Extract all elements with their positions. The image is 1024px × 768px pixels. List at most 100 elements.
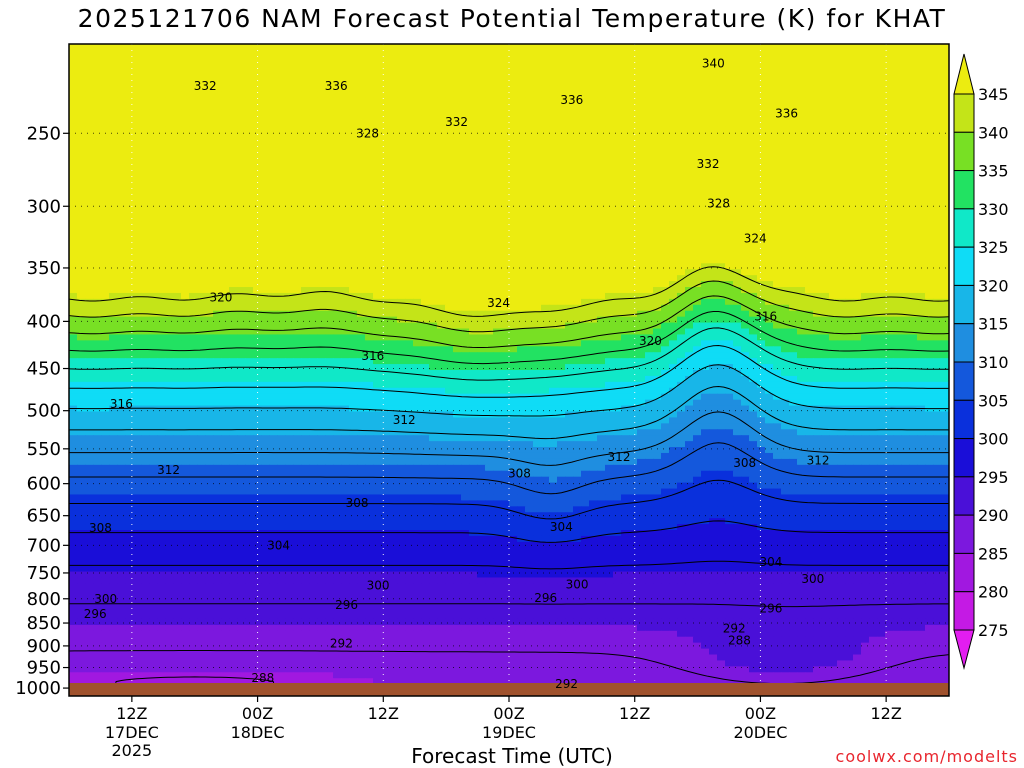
field-cell xyxy=(269,138,278,146)
field-cell xyxy=(373,209,382,217)
field-cell xyxy=(445,215,454,223)
field-cell xyxy=(397,79,406,87)
field-cell xyxy=(293,221,302,229)
field-cell xyxy=(765,79,774,87)
field-cell xyxy=(493,61,502,69)
field-cell xyxy=(709,103,718,110)
field-cell xyxy=(853,215,862,223)
field-cell xyxy=(541,215,550,223)
field-cell xyxy=(845,192,854,199)
field-cell xyxy=(293,192,302,199)
field-cell xyxy=(645,168,654,175)
field-cell xyxy=(429,239,438,247)
field-cell xyxy=(413,144,422,152)
field-cell xyxy=(621,115,630,122)
field-cell xyxy=(501,257,510,264)
field-cell xyxy=(141,292,150,300)
field-cell xyxy=(725,209,734,217)
field-cell xyxy=(885,91,894,98)
field-cell xyxy=(413,186,422,193)
field-cell xyxy=(341,73,350,81)
field-cell xyxy=(869,132,878,140)
field-cell xyxy=(661,298,670,306)
field-cell xyxy=(813,49,822,57)
field-cell xyxy=(205,198,214,205)
field-cell xyxy=(445,233,454,241)
field-cell xyxy=(845,61,854,69)
field-cell xyxy=(157,132,166,140)
field-cell xyxy=(677,85,686,93)
field-cell xyxy=(853,55,862,63)
field-cell xyxy=(549,275,558,282)
field-cell xyxy=(189,233,198,241)
field-cell xyxy=(693,85,702,93)
field-cell xyxy=(429,61,438,69)
field-cell xyxy=(109,227,118,235)
field-cell xyxy=(845,156,854,164)
field-cell xyxy=(605,126,614,134)
field-cell xyxy=(69,85,78,93)
field-cell xyxy=(421,168,430,175)
field-cell xyxy=(301,97,310,104)
field-cell xyxy=(661,91,670,98)
field-cell xyxy=(589,287,598,294)
field-cell xyxy=(509,55,518,63)
field-cell xyxy=(661,156,670,164)
field-cell xyxy=(941,239,949,247)
field-cell xyxy=(901,73,910,81)
field-cell xyxy=(205,115,214,122)
field-cell xyxy=(229,221,238,229)
field-cell xyxy=(309,55,318,63)
field-cell xyxy=(309,73,318,81)
field-cell xyxy=(69,204,78,211)
field-cell xyxy=(453,180,462,187)
field-cell xyxy=(877,263,886,270)
field-cell xyxy=(261,198,270,205)
field-cell xyxy=(421,115,430,122)
field-cell xyxy=(365,263,374,270)
field-cell xyxy=(277,67,286,75)
field-cell xyxy=(389,215,398,223)
field-cell xyxy=(333,287,342,294)
field-cell xyxy=(269,61,278,69)
field-cell xyxy=(917,233,926,241)
field-cell xyxy=(701,91,710,98)
field-cell xyxy=(549,257,558,264)
field-cell xyxy=(269,79,278,87)
field-cell xyxy=(533,97,542,104)
field-cell xyxy=(261,180,270,187)
field-cell xyxy=(229,263,238,270)
field-cell xyxy=(349,91,358,98)
field-cell xyxy=(357,198,366,205)
field-cell xyxy=(837,215,846,223)
field-cell xyxy=(389,304,398,312)
field-cell xyxy=(845,251,854,258)
field-cell xyxy=(621,61,630,69)
field-cell xyxy=(821,115,830,122)
field-cell xyxy=(645,132,654,140)
field-cell xyxy=(349,55,358,63)
field-cell xyxy=(317,257,326,264)
field-cell xyxy=(245,150,254,158)
field-cell xyxy=(221,275,230,282)
field-cell xyxy=(293,55,302,63)
field-cell xyxy=(285,227,294,235)
field-cell xyxy=(605,144,614,152)
field-cell xyxy=(573,269,582,276)
field-cell xyxy=(869,281,878,288)
field-cell xyxy=(789,245,798,253)
field-cell xyxy=(357,251,366,258)
field-cell xyxy=(413,132,422,140)
field-cell xyxy=(877,49,886,57)
field-cell xyxy=(669,287,678,294)
field-cell xyxy=(813,269,822,276)
field-cell xyxy=(677,67,686,75)
field-cell xyxy=(525,263,534,270)
field-cell xyxy=(77,79,86,87)
field-cell xyxy=(549,115,558,122)
field-cell xyxy=(741,186,750,193)
field-cell xyxy=(453,209,462,217)
field-cell xyxy=(797,215,806,223)
field-cell xyxy=(813,227,822,235)
field-cell xyxy=(453,263,462,270)
